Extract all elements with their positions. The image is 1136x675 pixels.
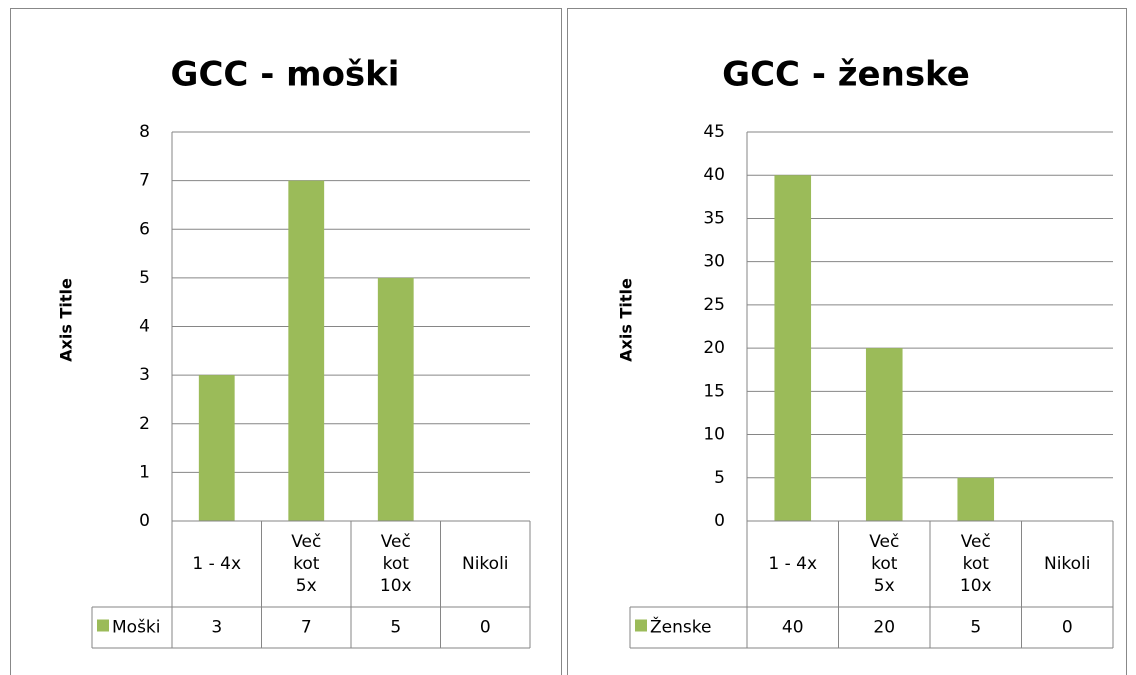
table-value: 7 <box>301 618 312 638</box>
x-tick-label: 1 - 4x <box>192 554 241 574</box>
y-tick-label: 0 <box>714 511 725 531</box>
y-tick-label: 1 <box>139 462 150 482</box>
x-tick-label: Več kot 5x <box>869 532 899 596</box>
y-tick-label: 7 <box>139 171 150 191</box>
y-tick-label: 10 <box>703 425 725 445</box>
y-tick-label: 3 <box>139 365 150 385</box>
y-tick-label: 35 <box>703 208 725 228</box>
table-value: 5 <box>390 618 401 638</box>
chart-title: GCC - ženske <box>722 55 970 95</box>
y-tick-label: 20 <box>703 338 725 358</box>
legend-swatch <box>97 619 109 632</box>
legend-swatch <box>635 619 647 632</box>
panel-border <box>567 8 1127 675</box>
y-tick-label: 2 <box>139 414 150 434</box>
table-value: 0 <box>480 618 491 638</box>
y-tick-label: 8 <box>139 122 150 142</box>
bar <box>288 180 325 521</box>
table-value: 3 <box>211 618 222 638</box>
x-tick-label: Več kot 5x <box>291 532 321 596</box>
table-value: 20 <box>873 618 895 638</box>
x-tick-label: Več kot 10x <box>960 532 992 596</box>
x-tick-label: Nikoli <box>1044 554 1091 574</box>
y-tick-label: 40 <box>703 165 725 185</box>
y-tick-label: 30 <box>703 252 725 272</box>
bar <box>957 477 995 521</box>
legend-label: Ženske <box>650 616 711 638</box>
y-tick-label: 6 <box>139 219 150 239</box>
x-tick-label: Nikoli <box>462 554 509 574</box>
table-value: 40 <box>782 618 804 638</box>
legend-label: Moški <box>112 618 161 638</box>
y-tick-label: 15 <box>703 381 725 401</box>
table-value: 0 <box>1062 618 1073 638</box>
y-axis-title: Axis Title <box>57 278 76 362</box>
y-axis-title: Axis Title <box>617 278 636 362</box>
bar <box>774 175 812 521</box>
y-tick-label: 4 <box>139 317 150 337</box>
y-tick-label: 25 <box>703 295 725 315</box>
y-tick-label: 0 <box>139 511 150 531</box>
panel-border <box>10 8 562 675</box>
bar <box>198 375 235 521</box>
x-tick-label: Več kot 10x <box>380 532 412 596</box>
table-value: 5 <box>970 618 981 638</box>
y-tick-label: 5 <box>139 268 150 288</box>
bar <box>377 277 414 521</box>
bar <box>865 348 903 521</box>
x-tick-label: 1 - 4x <box>768 554 817 574</box>
y-tick-label: 45 <box>703 122 725 142</box>
chart-title: GCC - moški <box>171 55 400 95</box>
y-tick-label: 5 <box>714 468 725 488</box>
